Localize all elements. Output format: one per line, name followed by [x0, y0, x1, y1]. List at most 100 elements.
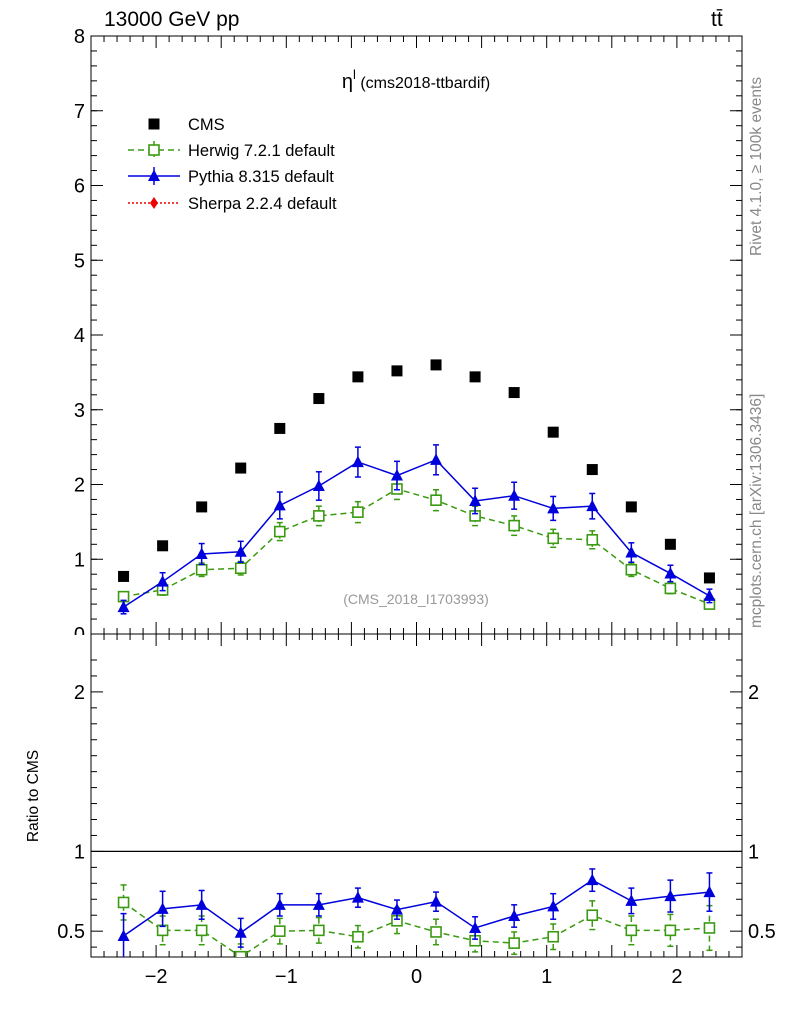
main-cms-marker: [508, 387, 520, 399]
legend-cms-label: CMS: [188, 116, 225, 134]
ratio-herwig-marker: [195, 924, 208, 937]
ratio-herwig-marker: [234, 950, 247, 957]
main-pythia-marker: [195, 547, 208, 560]
main-panel: 012345678ηl (cms2018-ttbardif)(CMS_2018_…: [40, 26, 743, 649]
main-cms-marker: [469, 371, 481, 383]
main-cms-marker: [430, 359, 442, 371]
main-cms-marker: [352, 371, 364, 383]
main-cms-marker: [391, 365, 403, 377]
main-pythia-marker: [625, 546, 638, 558]
main-pythia-marker: [664, 566, 677, 579]
main-herwig-marker: [430, 494, 442, 506]
chart-title: ηl (cms2018-ttbardif): [342, 67, 490, 93]
main-pythia-marker: [312, 479, 325, 491]
process-label: tt̄: [711, 8, 723, 31]
main-herwig-marker: [547, 532, 560, 545]
main-cms-marker: [586, 464, 598, 476]
energy-label: 13000 GeV pp: [104, 8, 240, 31]
main-cms-marker: [547, 426, 559, 438]
main-herwig-marker: [313, 510, 325, 522]
ratio-pythia-marker: [586, 873, 599, 886]
legend-cms-marker: [148, 118, 160, 130]
main-pythia-marker: [469, 494, 482, 506]
ratio-pythia-marker: [703, 885, 716, 898]
ratio-frame: [90, 633, 743, 958]
x-tick-label: 2: [671, 966, 682, 988]
ratio-herwig-marker: [547, 930, 560, 943]
main-cms-marker: [235, 462, 247, 474]
ratio-pythia-marker: [117, 929, 130, 941]
main-pythia-marker: [547, 501, 560, 514]
ratio-pythia-marker: [351, 891, 364, 903]
ratio-herwig-marker: [273, 925, 286, 937]
main-herwig-marker: [586, 534, 599, 546]
watermark: (CMS_2018_I1703993): [343, 591, 489, 607]
main-herwig-marker: [352, 506, 364, 518]
main-cms-marker: [274, 422, 286, 434]
main-zero-mask: [40, 635, 90, 649]
legend-herwig-label: Herwig 7.2.1 default: [188, 142, 335, 160]
main-cms-marker: [196, 501, 208, 513]
ratio-pythia-marker: [390, 903, 403, 915]
main-herwig-marker: [625, 563, 638, 576]
ratio-y-tick-label-right: 2: [748, 682, 759, 704]
ratio-panel: 0.5 0.5 1 1 2 2 −2 −1 0 1 2 Ratio to CMS: [25, 633, 776, 988]
main-pythia-marker: [156, 575, 169, 587]
main-cms-marker: [625, 501, 637, 513]
ratio-herwig-marker: [508, 937, 520, 949]
main-herwig-marker: [664, 582, 677, 595]
ratio-herwig-marker: [586, 909, 599, 922]
legend-pythia-marker: [148, 169, 160, 181]
ratio-pythia-marker: [664, 889, 677, 902]
ratio-pythia-marker: [625, 894, 638, 906]
main-pythia-marker: [351, 455, 364, 468]
main-pythia-marker: [703, 589, 716, 601]
main-y-tick-label: 1: [74, 549, 85, 571]
ratio-herwig-marker: [430, 926, 442, 938]
legend-sherpa-marker: [150, 197, 158, 209]
ratio-pythia-marker: [273, 898, 286, 910]
ratio-pythia-line: [123, 879, 710, 937]
ratio-ylabel: Ratio to CMS: [25, 750, 42, 842]
main-pythia-marker: [390, 469, 403, 481]
main-cms-marker: [157, 540, 169, 552]
main-y-tick-label: 6: [74, 176, 85, 198]
x-tick-label: −2: [145, 966, 168, 988]
ratio-herwig-line: [123, 901, 710, 957]
ratio-pythia-marker: [195, 898, 208, 910]
main-herwig-marker: [195, 563, 208, 576]
main-pythia-marker: [273, 498, 286, 511]
main-cms-marker: [703, 572, 715, 584]
main-pythia-marker: [586, 499, 599, 512]
ratio-herwig-marker: [313, 924, 325, 937]
ratio-pythia-marker: [234, 926, 247, 938]
ratio-pythia-marker: [312, 898, 325, 910]
ratio-herwig-marker: [625, 924, 638, 937]
main-y-tick-label: 3: [74, 400, 85, 422]
main-y-tick-label: 2: [74, 475, 85, 497]
main-y-tick-label: 7: [74, 101, 85, 123]
main-herwig-marker: [234, 562, 247, 575]
main-cms-marker: [313, 393, 325, 405]
main-herwig-line: [123, 488, 710, 605]
legend-sherpa-label: Sherpa 2.2.4 default: [188, 195, 337, 213]
main-pythia-marker: [508, 489, 521, 501]
ratio-herwig-marker: [664, 924, 677, 937]
x-tick-label: −1: [275, 966, 298, 988]
x-tick-label: 1: [541, 966, 552, 988]
main-herwig-marker: [273, 525, 286, 538]
ratio-y-tick-label-right: 1: [748, 841, 759, 863]
ratio-y-tick-label: 1: [74, 841, 85, 863]
ratio-pythia-marker: [430, 895, 443, 907]
main-y-tick-label: 8: [74, 26, 85, 48]
ratio-pythia-marker: [156, 902, 169, 914]
main-y-tick-label: 5: [74, 250, 85, 272]
main-cms-marker: [664, 538, 676, 550]
legend-herwig-marker: [148, 144, 160, 156]
ratio-herwig-marker: [352, 930, 364, 943]
main-pythia-marker: [117, 600, 130, 613]
legend-pythia-label: Pythia 8.315 default: [188, 168, 334, 186]
ratio-y-tick-label-right: 0.5: [748, 921, 776, 943]
main-pythia-marker: [430, 453, 443, 465]
